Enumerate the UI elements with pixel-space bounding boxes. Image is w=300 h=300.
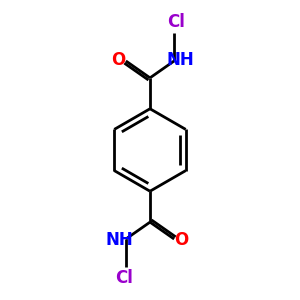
Text: O: O [174,232,189,250]
Text: Cl: Cl [167,13,184,31]
Text: NH: NH [106,232,133,250]
Text: Cl: Cl [116,269,133,287]
Text: NH: NH [167,50,194,68]
Text: O: O [111,50,126,68]
